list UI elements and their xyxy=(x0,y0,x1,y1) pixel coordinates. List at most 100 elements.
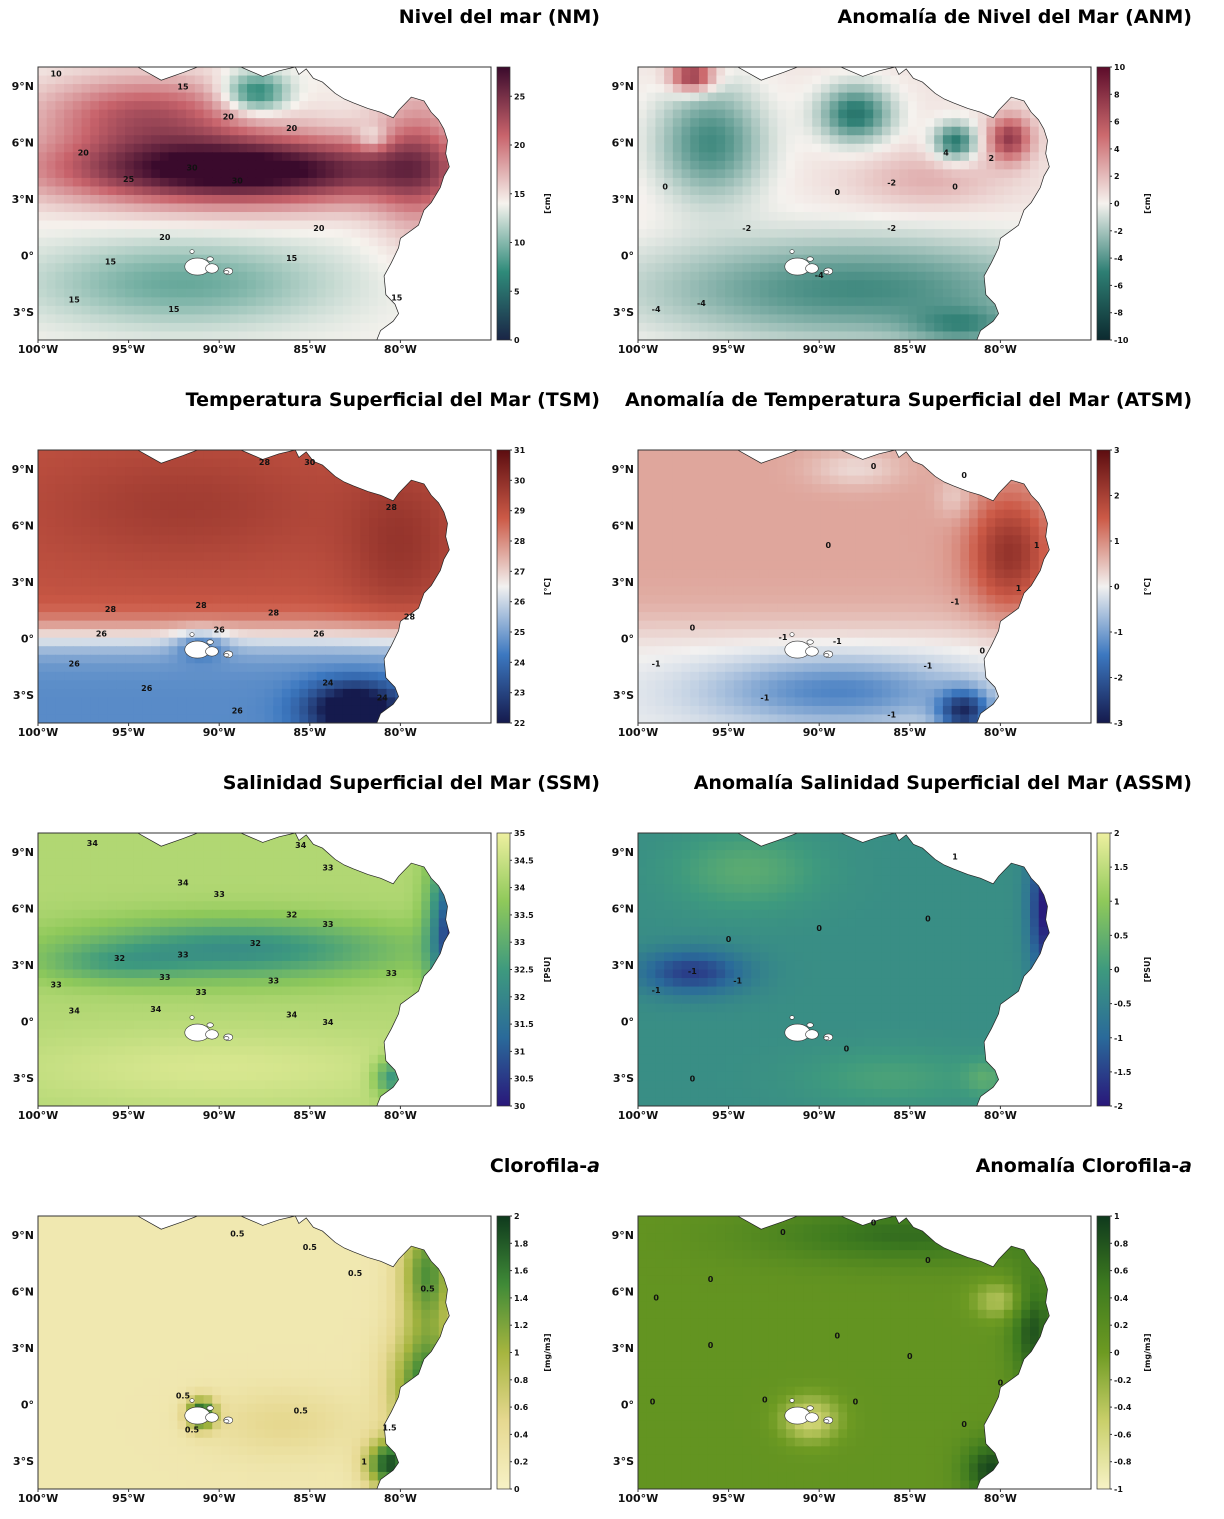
heatmap-cell xyxy=(125,612,134,621)
heatmap-cell xyxy=(99,459,108,468)
heatmap-cell xyxy=(343,169,352,178)
heatmap-cell xyxy=(952,263,961,272)
heatmap-cell xyxy=(247,186,256,195)
heatmap-cell xyxy=(343,110,352,119)
heatmap-cell xyxy=(291,510,300,519)
heatmap-cell xyxy=(82,289,91,298)
heatmap-cell xyxy=(1004,110,1013,119)
heatmap-cell xyxy=(638,195,647,204)
heatmap-cell xyxy=(317,323,326,332)
heatmap-cell xyxy=(116,144,125,153)
heatmap-cell xyxy=(116,246,125,255)
heatmap-cell xyxy=(777,323,786,332)
heatmap-cell xyxy=(952,204,961,213)
heatmap-cell xyxy=(777,118,786,127)
heatmap-cell xyxy=(47,527,56,536)
heatmap-cell xyxy=(421,161,430,170)
heatmap-cell xyxy=(960,221,969,230)
heatmap-cell xyxy=(116,595,125,604)
heatmap-cell xyxy=(291,93,300,102)
heatmap-cell xyxy=(908,323,917,332)
heatmap-cell xyxy=(708,84,717,93)
heatmap-cell xyxy=(55,186,64,195)
heatmap-cell xyxy=(221,246,230,255)
heatmap-cell xyxy=(38,697,47,706)
heatmap-cell xyxy=(160,527,169,536)
heatmap-cell xyxy=(769,204,778,213)
heatmap-cell xyxy=(386,595,395,604)
heatmap-cell xyxy=(760,161,769,170)
heatmap-cell xyxy=(125,331,134,340)
heatmap-cell xyxy=(247,535,256,544)
heatmap-cell xyxy=(47,127,56,136)
heatmap-cell xyxy=(655,195,664,204)
heatmap-cell xyxy=(55,135,64,144)
heatmap-cell xyxy=(821,212,830,221)
heatmap-cell xyxy=(64,672,73,681)
heatmap-cell xyxy=(82,493,91,502)
heatmap-cell xyxy=(238,238,247,247)
heatmap-cell xyxy=(99,450,108,459)
heatmap-cell xyxy=(978,169,987,178)
heatmap-cell xyxy=(830,306,839,315)
x-tick-label: 95°W xyxy=(112,343,145,356)
heatmap-cell xyxy=(812,127,821,136)
heatmap-cell xyxy=(238,527,247,536)
heatmap-cell xyxy=(716,229,725,238)
heatmap-cell xyxy=(38,246,47,255)
heatmap-cell xyxy=(143,110,152,119)
heatmap-cell xyxy=(908,289,917,298)
heatmap-cell xyxy=(195,467,204,476)
heatmap-cell xyxy=(865,306,874,315)
heatmap-cell xyxy=(369,221,378,230)
heatmap-cell xyxy=(847,204,856,213)
heatmap-cell xyxy=(777,289,786,298)
heatmap-cell xyxy=(369,569,378,578)
heatmap-cell xyxy=(212,450,221,459)
heatmap-cell xyxy=(899,204,908,213)
heatmap-cell xyxy=(143,697,152,706)
heatmap-cell xyxy=(699,255,708,264)
heatmap-cell xyxy=(273,127,282,136)
heatmap-cell xyxy=(73,629,82,638)
heatmap-cell xyxy=(308,663,317,672)
heatmap-cell xyxy=(247,135,256,144)
heatmap-cell xyxy=(952,331,961,340)
heatmap-cell xyxy=(151,467,160,476)
heatmap-cell xyxy=(343,501,352,510)
heatmap-cell xyxy=(421,578,430,587)
heatmap-cell xyxy=(830,101,839,110)
heatmap-cell xyxy=(795,76,804,85)
heatmap-cell xyxy=(317,518,326,527)
heatmap-cell xyxy=(55,578,64,587)
heatmap-cell xyxy=(64,510,73,519)
heatmap-cell xyxy=(334,169,343,178)
heatmap-cell xyxy=(116,93,125,102)
heatmap-cell xyxy=(960,212,969,221)
heatmap-cell xyxy=(1030,152,1039,161)
heatmap-cell xyxy=(151,518,160,527)
heatmap-cell xyxy=(360,697,369,706)
heatmap-cell xyxy=(378,204,387,213)
heatmap-cell xyxy=(421,527,430,536)
heatmap-cell xyxy=(751,263,760,272)
heatmap-cell xyxy=(838,221,847,230)
heatmap-cell xyxy=(682,229,691,238)
heatmap-cell xyxy=(899,76,908,85)
heatmap-cell xyxy=(308,118,317,127)
heatmap-cell xyxy=(786,221,795,230)
heatmap-cell xyxy=(221,552,230,561)
heatmap-cell xyxy=(795,195,804,204)
heatmap-cell xyxy=(751,110,760,119)
heatmap-cell xyxy=(343,638,352,647)
heatmap-cell xyxy=(55,518,64,527)
heatmap-cell xyxy=(282,629,291,638)
heatmap-cell xyxy=(682,101,691,110)
heatmap-cell xyxy=(265,306,274,315)
heatmap-cell xyxy=(960,289,969,298)
heatmap-cell xyxy=(282,297,291,306)
heatmap-cell xyxy=(73,672,82,681)
heatmap-cell xyxy=(299,272,308,281)
heatmap-cell xyxy=(325,263,334,272)
heatmap-cell xyxy=(334,689,343,698)
